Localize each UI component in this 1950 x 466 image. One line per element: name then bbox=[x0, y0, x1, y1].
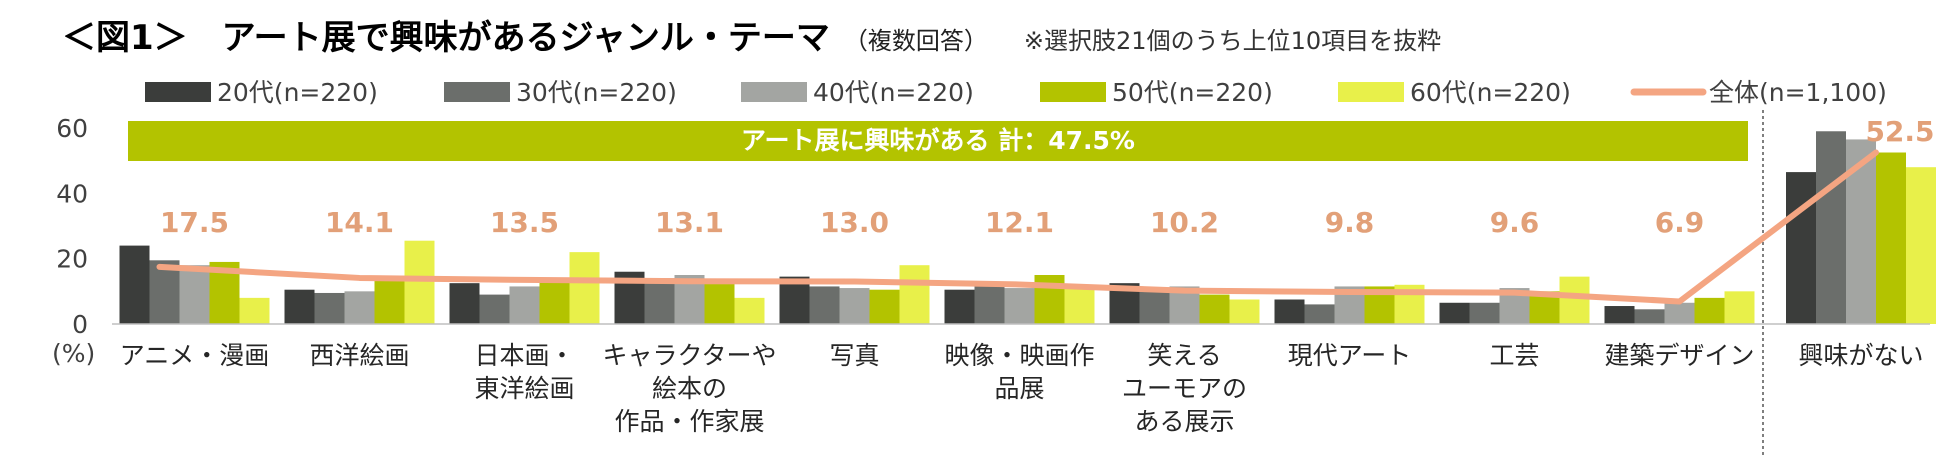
y-axis-unit: (%) bbox=[52, 339, 95, 368]
bar-s4-c2 bbox=[374, 278, 405, 324]
total-data-label: 13.5 bbox=[490, 206, 559, 239]
legend-label-3: 40代(n=220) bbox=[813, 78, 974, 107]
bar-s3-c6 bbox=[1004, 288, 1035, 324]
y-tick-label: 0 bbox=[72, 310, 88, 339]
bar-s5-c2 bbox=[404, 240, 435, 324]
category-label: 日本画・ bbox=[474, 341, 574, 370]
bar-s5-c4 bbox=[734, 297, 765, 324]
bar-s2-c7 bbox=[1139, 289, 1170, 324]
bar-s2-c9 bbox=[1469, 302, 1500, 324]
category-label: 西洋絵画 bbox=[309, 341, 409, 370]
total-line bbox=[156, 149, 1879, 305]
bar-s5-c1 bbox=[239, 297, 270, 324]
bar-s1-c8 bbox=[1274, 299, 1305, 324]
legend-label-2: 30代(n=220) bbox=[516, 78, 677, 107]
legend-label-total: 全体(n=1,100) bbox=[1709, 78, 1887, 107]
legend-swatch-1 bbox=[145, 82, 211, 102]
bar-s1-c9 bbox=[1439, 302, 1470, 324]
total-data-label: 12.1 bbox=[985, 206, 1054, 239]
chart-note: ※選択肢21個のうち上位10項目を抜粋 bbox=[1023, 27, 1442, 55]
bar-s2-c11 bbox=[1816, 131, 1846, 324]
category-label: ある展示 bbox=[1134, 407, 1234, 436]
bar-s4-c7 bbox=[1199, 294, 1230, 324]
bar-s3-c3 bbox=[509, 286, 540, 324]
y-tick-label: 20 bbox=[56, 245, 88, 274]
bar-s4-c11 bbox=[1876, 152, 1906, 324]
chart-title: ＜図1＞ アート展で興味があるジャンル・テーマ bbox=[62, 18, 830, 58]
category-label: 絵本の bbox=[652, 374, 727, 403]
category-label: キャラクターや bbox=[602, 341, 776, 370]
bar-s5-c7 bbox=[1229, 299, 1260, 324]
bar-s2-c4 bbox=[644, 278, 675, 324]
category-label: 映像・映画作 bbox=[944, 341, 1094, 370]
bar-s1-c5 bbox=[779, 276, 810, 324]
total-data-label: 6.9 bbox=[1655, 206, 1705, 239]
bar-s4-c4 bbox=[704, 283, 735, 324]
category-label: 笑える bbox=[1147, 341, 1221, 370]
category-label: 工芸 bbox=[1489, 341, 1539, 370]
total-data-label: 52.5 bbox=[1865, 115, 1934, 148]
category-label: 東洋絵画 bbox=[474, 374, 574, 403]
bar-s4-c5 bbox=[869, 289, 900, 324]
category-label: 建築デザイン bbox=[1604, 341, 1754, 370]
legend-swatch-4 bbox=[1040, 82, 1106, 102]
bar-s3-c5 bbox=[839, 288, 870, 324]
category-label: 現代アート bbox=[1288, 341, 1412, 370]
legend-swatch-3 bbox=[741, 82, 807, 102]
bar-s1-c6 bbox=[944, 289, 975, 324]
bar-s2-c1 bbox=[149, 260, 180, 324]
bar-s5-c9 bbox=[1559, 276, 1590, 324]
category-label: ユーモアの bbox=[1122, 374, 1247, 403]
chart-header: ＜図1＞ アート展で興味があるジャンル・テーマ （複数回答） ※選択肢21個のう… bbox=[62, 10, 1441, 66]
y-tick-label: 60 bbox=[56, 114, 88, 143]
total-data-label: 17.5 bbox=[160, 206, 229, 239]
total-data-label: 9.8 bbox=[1325, 206, 1375, 239]
bar-s5-c5 bbox=[899, 265, 930, 324]
bar-s2-c3 bbox=[479, 294, 510, 324]
bar-s1-c2 bbox=[284, 289, 315, 324]
bar-s3-c2 bbox=[344, 291, 375, 324]
bar-s2-c5 bbox=[809, 286, 840, 324]
bar-s3-c10 bbox=[1664, 302, 1695, 324]
category-label: アニメ・漫画 bbox=[120, 341, 270, 370]
bar-s5-c11 bbox=[1906, 167, 1936, 324]
bar-s1-c3 bbox=[449, 283, 480, 324]
legend-label-1: 20代(n=220) bbox=[217, 78, 378, 107]
total-data-label: 10.2 bbox=[1150, 206, 1219, 239]
bar-s2-c2 bbox=[314, 292, 345, 324]
interest-banner bbox=[128, 121, 1748, 161]
total-data-label: 9.6 bbox=[1490, 206, 1540, 239]
legend-label-5: 60代(n=220) bbox=[1410, 78, 1571, 107]
total-data-label: 14.1 bbox=[325, 206, 394, 239]
bar-s4-c10 bbox=[1694, 297, 1725, 324]
interest-banner-text: アート展に興味がある 計：47.5% bbox=[741, 126, 1135, 155]
bar-s5-c6 bbox=[1064, 288, 1095, 324]
bar-s4-c3 bbox=[539, 279, 570, 324]
category-label: 作品・作家展 bbox=[614, 407, 764, 436]
legend-swatch-5 bbox=[1338, 82, 1404, 102]
total-data-label: 13.1 bbox=[655, 206, 724, 239]
bar-s1-c11 bbox=[1786, 172, 1816, 324]
category-label: 写真 bbox=[829, 341, 879, 370]
bar-s5-c10 bbox=[1724, 291, 1755, 324]
total-data-label: 13.0 bbox=[820, 206, 889, 239]
legend-swatch-2 bbox=[444, 82, 510, 102]
bar-s2-c6 bbox=[974, 284, 1005, 324]
bar-s1-c10 bbox=[1604, 306, 1635, 324]
category-label: 品展 bbox=[994, 374, 1044, 403]
bar-s1-c1 bbox=[119, 245, 150, 324]
chart-subtitle: （複数回答） bbox=[843, 27, 988, 55]
bar-s5-c3 bbox=[569, 252, 600, 324]
bar-s2-c10 bbox=[1634, 309, 1665, 324]
y-tick-label: 40 bbox=[56, 179, 88, 208]
bar-s2-c8 bbox=[1304, 304, 1335, 324]
legend-label-4: 50代(n=220) bbox=[1112, 78, 1273, 107]
bar-s3-c1 bbox=[179, 265, 210, 324]
category-label: 興味がない bbox=[1798, 341, 1923, 370]
